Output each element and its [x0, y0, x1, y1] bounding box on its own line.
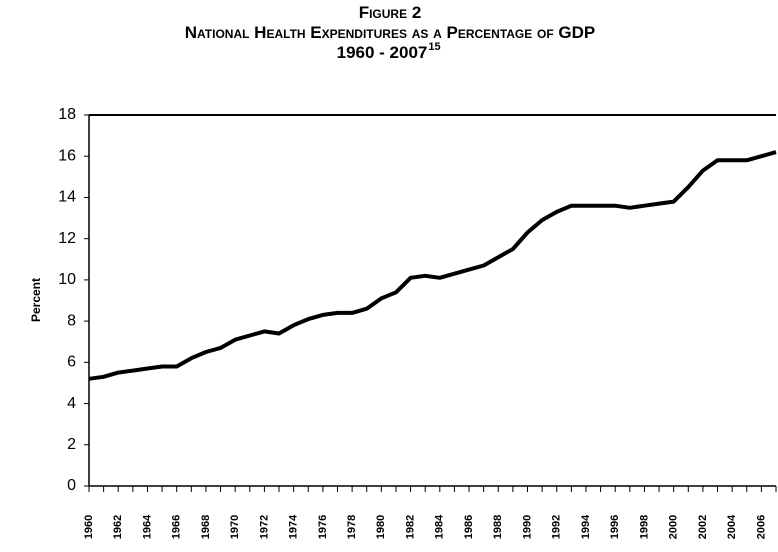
x-tick-label: 1986	[463, 515, 475, 539]
y-tick-label: 18	[58, 106, 76, 123]
x-tick-label: 1960	[83, 515, 95, 539]
y-tick-label: 2	[67, 436, 76, 453]
x-tick-label: 1970	[229, 515, 241, 539]
y-tick-label: 4	[67, 395, 76, 412]
line-series	[88, 150, 777, 381]
x-tick-label: 1984	[434, 514, 446, 539]
y-tick-label: 14	[58, 189, 76, 206]
x-tick-label: 2006	[755, 515, 767, 539]
x-tick-label: 2004	[726, 514, 738, 539]
x-tick-label: 1962	[112, 515, 124, 539]
y-tick-label: 10	[58, 271, 76, 288]
x-tick-label: 1968	[200, 515, 212, 539]
x-tick-label: 1972	[258, 515, 270, 539]
y-tick-label: 6	[67, 354, 76, 371]
y-axis-label: Percent	[29, 278, 43, 322]
title-superscript: 15	[428, 41, 440, 53]
y-tick-label: 12	[58, 230, 76, 247]
y-tick-label: 8	[67, 312, 76, 329]
x-tick-label: 1998	[638, 515, 650, 539]
x-tick-label: 1982	[404, 515, 416, 539]
chart-title: Figure 2	[359, 3, 422, 22]
x-tick-label: 1988	[492, 515, 504, 539]
x-tick-label: 1964	[141, 514, 153, 539]
x-tick-label: 1974	[288, 514, 300, 539]
y-tick-label: 0	[67, 477, 76, 494]
chart-title: 1960 - 2007	[337, 43, 428, 62]
x-tick-label: 1992	[551, 515, 563, 539]
x-tick-label: 1976	[317, 515, 329, 539]
x-tick-label: 2000	[668, 515, 680, 539]
x-tick-label: 1978	[346, 515, 358, 539]
y-tick-label: 16	[58, 147, 76, 164]
x-tick-label: 1990	[521, 515, 533, 539]
x-tick-label: 1966	[171, 515, 183, 539]
x-tick-label: 1994	[580, 514, 592, 539]
x-tick-label: 2002	[697, 515, 709, 539]
chart-title: National Health Expenditures as a Percen…	[185, 23, 595, 42]
x-tick-label: 1980	[375, 515, 387, 539]
x-tick-label: 1996	[609, 515, 621, 539]
